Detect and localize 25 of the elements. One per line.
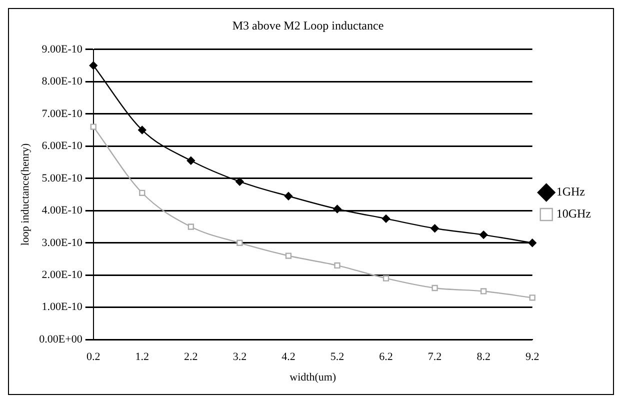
y-tick-label: 4.00E-10	[42, 204, 83, 217]
x-tick-label: 4.2	[282, 351, 296, 364]
x-tick-label: 6.2	[379, 351, 393, 364]
x-axis-title: width(um)	[290, 371, 336, 384]
y-tick-label: 0.00E+00	[39, 333, 83, 346]
y-tick-label: 5.00E-10	[42, 172, 83, 184]
x-tick-label: 0.2	[86, 351, 100, 364]
x-tick-label: 1.2	[135, 351, 150, 364]
legend-label: 1GHz	[556, 184, 586, 199]
y-tick-label: 9.00E-10	[42, 43, 83, 56]
x-tick-label: 7.2	[428, 351, 442, 364]
x-tick-label: 9.2	[525, 351, 540, 364]
y-tick-label: 2.00E-10	[42, 269, 83, 281]
y-tick-label: 1.00E-10	[42, 301, 83, 314]
y-tick-label: 6.00E-10	[42, 140, 83, 152]
x-tick-label: 3.2	[232, 351, 247, 364]
chart-title: M3 above M2 Loop inductance	[232, 18, 384, 32]
y-tick-label: 3.00E-10	[42, 236, 83, 249]
y-tick-label: 7.00E-10	[42, 108, 83, 120]
y-axis-title: loop inductance(henry)	[19, 143, 32, 246]
y-tick-label: 8.00E-10	[42, 76, 83, 88]
x-tick-label: 2.2	[184, 351, 198, 364]
x-tick-label: 5.2	[330, 351, 344, 364]
legend-label: 10GHz	[556, 206, 592, 221]
x-tick-label: 8.2	[476, 351, 490, 364]
